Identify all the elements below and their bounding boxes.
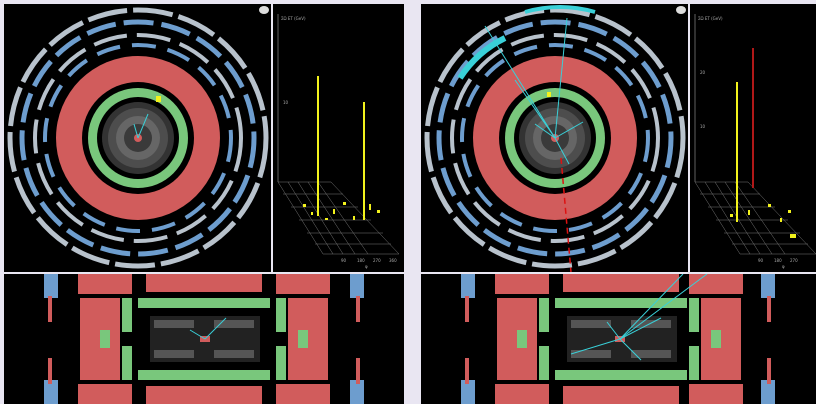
- lego-axis-label: ΣΩ ET (GeV): [698, 16, 723, 21]
- eye-icon[interactable]: [676, 6, 686, 14]
- phi-tick: 360: [389, 258, 397, 263]
- rho-z-view: [421, 274, 816, 404]
- phi-tick: 90: [758, 258, 764, 263]
- eye-icon[interactable]: [259, 6, 269, 14]
- phi-label: φ: [782, 264, 785, 269]
- lego-tick: 10: [283, 100, 289, 105]
- phi-tick: 90: [341, 258, 347, 263]
- lego-plot: ΣΩ ET (GeV) 20 10 90 180 270 φ: [690, 4, 816, 272]
- lego-tick: 10: [700, 124, 706, 129]
- phi-tick: 180: [774, 258, 782, 263]
- lego-tick: 20: [700, 70, 706, 75]
- phi-label: φ: [365, 264, 368, 269]
- phi-tick: 270: [790, 258, 798, 263]
- phi-tick: 270: [373, 258, 381, 263]
- lego-axis-label: ΣΩ ET (GeV): [281, 16, 306, 21]
- lego-plot: ΣΩ ET (GeV) 10 90 180 270 360 φ: [273, 4, 404, 272]
- event-display-right: ΣΩ ET (GeV) 20 10 90 180 270 φ: [421, 0, 816, 404]
- phi-tick: 180: [357, 258, 365, 263]
- rho-z-view: [4, 274, 404, 404]
- event-display-left: ΣΩ ET (GeV) 10 90 180 270 360 φ: [4, 0, 404, 404]
- rho-phi-view: [421, 4, 688, 272]
- rho-phi-view: [4, 4, 271, 272]
